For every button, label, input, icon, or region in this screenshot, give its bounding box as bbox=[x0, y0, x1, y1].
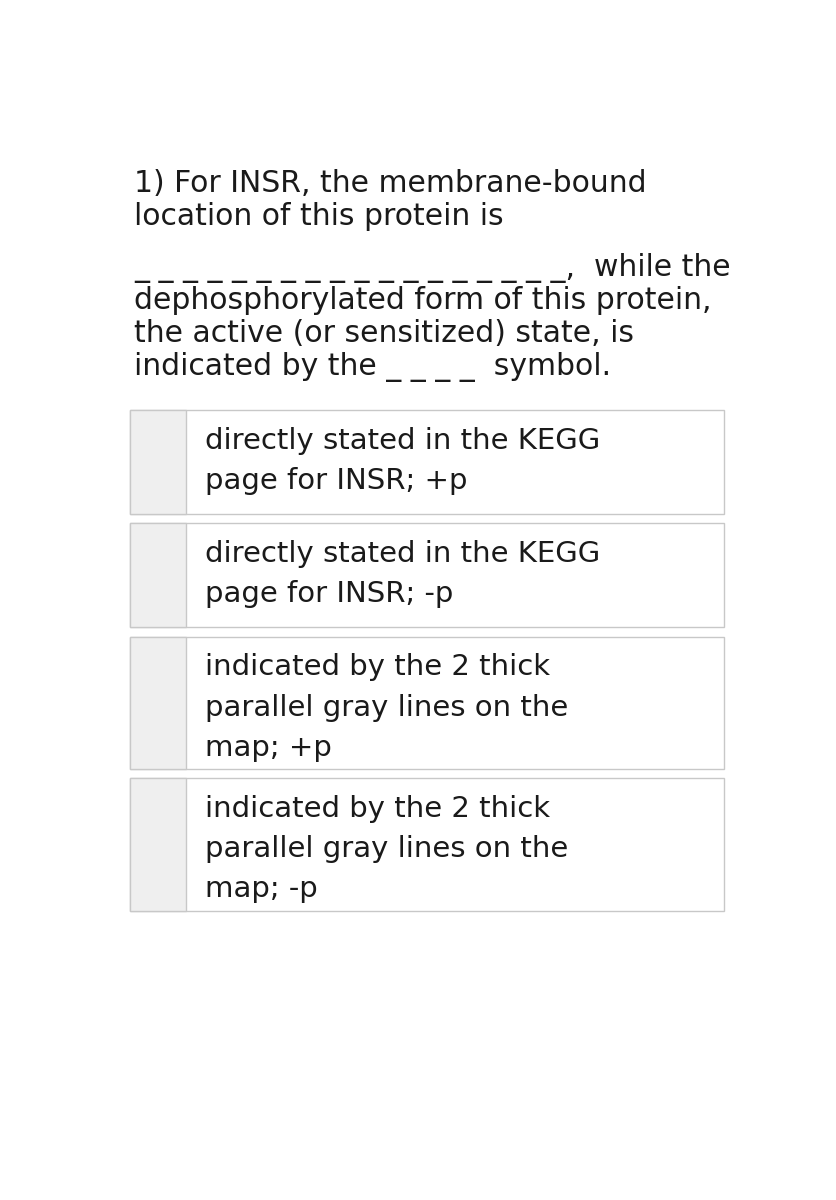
Text: indicated by the 2 thick
parallel gray lines on the
map; +p: indicated by the 2 thick parallel gray l… bbox=[205, 654, 568, 762]
Bar bbox=[130, 410, 186, 514]
Text: indicated by the 2 thick
parallel gray lines on the
map; -p: indicated by the 2 thick parallel gray l… bbox=[205, 796, 568, 904]
Bar bbox=[130, 523, 723, 628]
Bar bbox=[130, 779, 186, 911]
Text: directly stated in the KEGG
page for INSR; -p: directly stated in the KEGG page for INS… bbox=[205, 540, 600, 608]
Text: 1) For INSR, the membrane-bound: 1) For INSR, the membrane-bound bbox=[134, 169, 646, 198]
Text: directly stated in the KEGG
page for INSR; +p: directly stated in the KEGG page for INS… bbox=[205, 427, 600, 496]
Bar bbox=[130, 779, 723, 911]
Text: _ _ _ _ _ _ _ _ _ _ _ _ _ _ _ _ _ _,  while the: _ _ _ _ _ _ _ _ _ _ _ _ _ _ _ _ _ _, whi… bbox=[134, 253, 730, 283]
Bar bbox=[130, 410, 723, 514]
Bar bbox=[130, 636, 186, 769]
Text: dephosphorylated form of this protein,: dephosphorylated form of this protein, bbox=[134, 286, 711, 316]
Bar bbox=[130, 523, 186, 628]
Text: the active (or sensitized) state, is: the active (or sensitized) state, is bbox=[134, 319, 634, 348]
Bar bbox=[130, 636, 723, 769]
Text: indicated by the _ _ _ _  symbol.: indicated by the _ _ _ _ symbol. bbox=[134, 353, 610, 383]
Text: location of this protein is: location of this protein is bbox=[134, 202, 503, 230]
